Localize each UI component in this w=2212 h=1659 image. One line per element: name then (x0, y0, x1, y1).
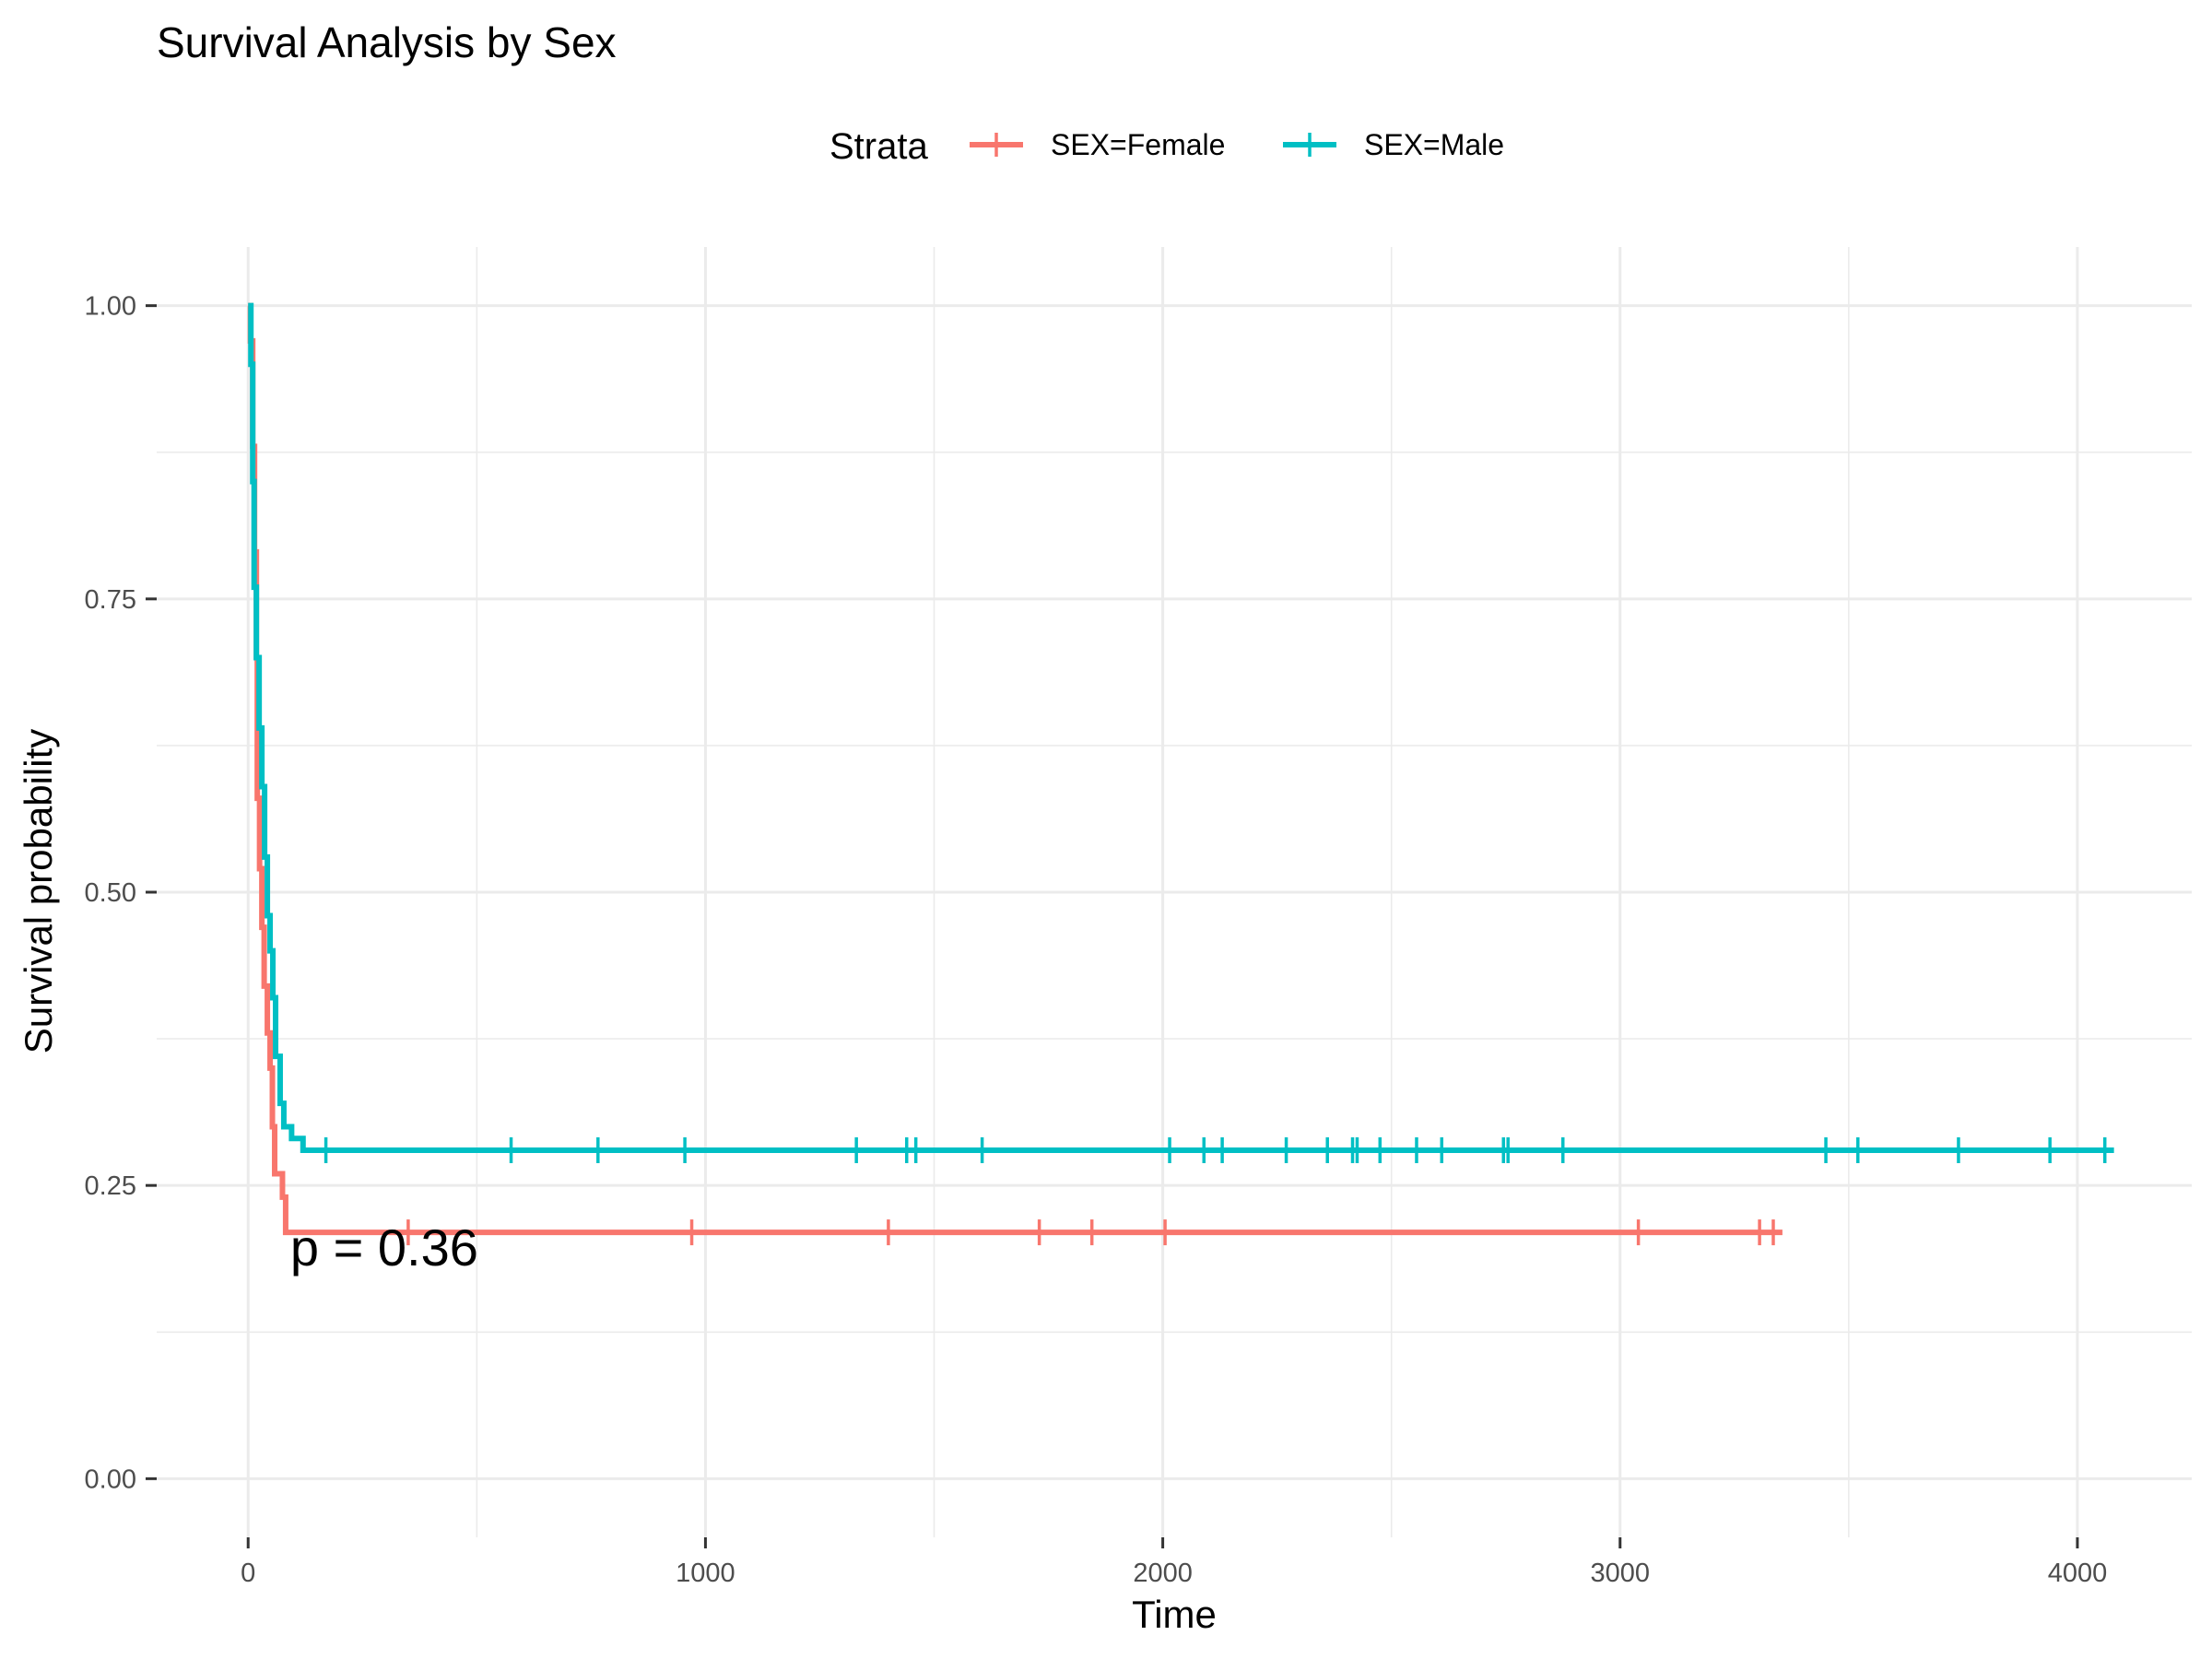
survival-curve (247, 302, 1783, 1236)
x-tick-label: 0 (241, 1559, 255, 1588)
x-tick-label: 2000 (1133, 1559, 1193, 1588)
x-tick-label: 4000 (2048, 1559, 2108, 1588)
axes: 0 1000 2000 3000 4000 0.00 0.25 0.50 0.75 1.00 (85, 292, 2108, 1588)
legend-title: Strata (830, 126, 928, 167)
series-2 (248, 302, 2114, 1163)
y-axis-title: Survival probability (17, 729, 60, 1054)
legend: Strata SEX=Female SEX=Male (830, 126, 1504, 167)
p-value-annotation: p = 0.36 (290, 1218, 478, 1277)
legend-item-1: SEX=Female (970, 128, 1225, 161)
legend-item-2: SEX=Male (1283, 128, 1504, 161)
x-tick-label: 3000 (1591, 1559, 1651, 1588)
legend-label: SEX=Male (1364, 128, 1504, 161)
y-tick-label: 0.25 (85, 1171, 136, 1201)
y-tick-label: 0.75 (85, 585, 136, 615)
grid (157, 247, 2192, 1537)
survival-curve (248, 302, 2114, 1153)
chart-title: Survival Analysis by Sex (157, 18, 617, 66)
y-tick-label: 1.00 (85, 292, 136, 322)
series-layer (247, 302, 2114, 1246)
x-axis-title: Time (1132, 1593, 1217, 1636)
x-tick-label: 1000 (676, 1559, 735, 1588)
y-tick-label: 0.00 (85, 1465, 136, 1494)
y-tick-label: 0.50 (85, 878, 136, 908)
series-1 (247, 302, 1783, 1246)
legend-label: SEX=Female (1051, 128, 1225, 161)
